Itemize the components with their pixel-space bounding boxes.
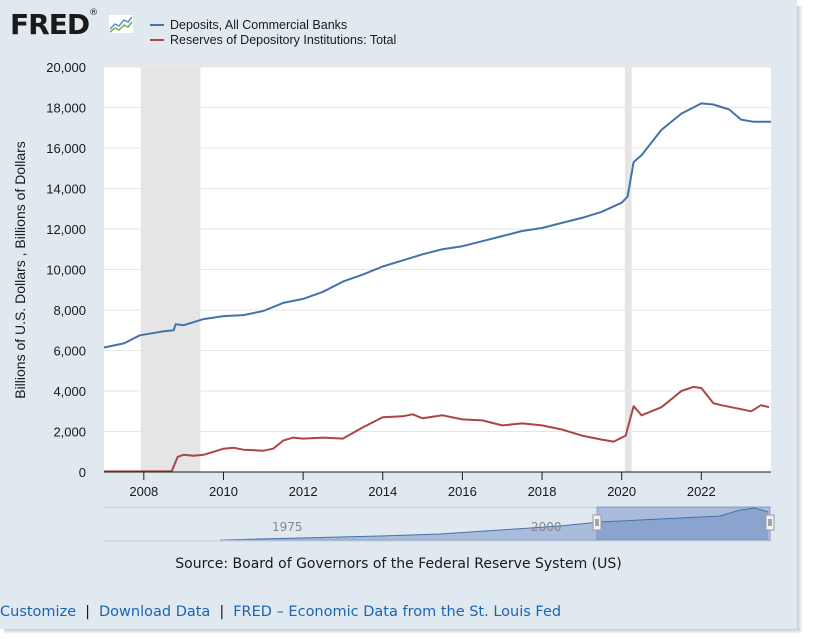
- y-tick-label: 2,000: [53, 425, 86, 440]
- fred-logo-graph-icon: [108, 14, 134, 34]
- legend-swatch-reserves: [150, 39, 164, 41]
- navigator-label-2000: 2000: [531, 520, 562, 534]
- navigator[interactable]: 1975 2000: [104, 506, 775, 542]
- series-line-deposits[interactable]: [103, 102, 771, 349]
- legend-swatch-deposits: [150, 24, 164, 26]
- y-tick-label: 4,000: [53, 384, 86, 399]
- gridlines: [104, 66, 771, 432]
- y-tick-label: 6,000: [53, 344, 86, 359]
- y-tick-label: 12,000: [46, 222, 86, 237]
- y-tick-label: 18,000: [46, 101, 86, 116]
- y-tick-label: 8,000: [53, 303, 86, 318]
- source-note: Source: Board of Governors of the Federa…: [175, 556, 622, 572]
- fred-logo[interactable]: FRED®: [10, 8, 98, 41]
- legend-item-reserves[interactable]: Reserves of Depository Institutions: Tot…: [150, 33, 396, 47]
- navigator-handle-left[interactable]: [592, 514, 602, 531]
- y-tick-label: 20,000: [46, 60, 86, 75]
- frame-shadow-bottom: [4, 629, 800, 634]
- x-tick-label: 2008: [129, 484, 158, 499]
- y-tick-label: 0: [79, 465, 86, 480]
- customize-link[interactable]: Customize: [0, 604, 77, 620]
- navigator-series-area: [220, 508, 768, 540]
- series-lines: [103, 102, 771, 473]
- x-tick-label: 2018: [528, 484, 557, 499]
- footer-separator: |: [219, 604, 225, 620]
- x-tick-label: 2014: [368, 484, 397, 499]
- y-tick-label: 10,000: [46, 263, 86, 278]
- legend-item-deposits[interactable]: Deposits, All Commercial Banks: [150, 18, 347, 32]
- footer-separator: |: [85, 604, 91, 620]
- navigator-handle-right[interactable]: [765, 514, 775, 531]
- x-tick-label: 2010: [209, 484, 238, 499]
- x-tick-label: 2016: [448, 484, 477, 499]
- x-tick-label: 2020: [607, 484, 636, 499]
- fred-home-link[interactable]: FRED – Economic Data from the St. Louis …: [233, 604, 562, 620]
- frame-shadow-right: [797, 6, 803, 632]
- legend-label-deposits: Deposits, All Commercial Banks: [170, 18, 348, 32]
- y-tick-label: 14,000: [46, 182, 86, 197]
- x-tick-label: 2022: [687, 484, 716, 499]
- footer-links: Customize | Download Data | FRED – Economic …: [0, 604, 561, 620]
- navigator-label-1975: 1975: [272, 520, 303, 534]
- registered-mark: ®: [89, 8, 98, 18]
- legend-label-reserves: Reserves of Depository Institutions: Tot…: [170, 33, 397, 47]
- fred-logo-text: FRED: [10, 8, 90, 41]
- series-line-reserves[interactable]: [104, 385, 770, 473]
- line-chart: 0 2,000 4,000 6,000 8,000 10,000 12,000 14,000 1…: [12, 60, 775, 542]
- navigator-selection[interactable]: [596, 506, 771, 541]
- y-tick-labels: 0 2,000 4,000 6,000 8,000 10,000 12,000 14,000 1…: [46, 60, 86, 480]
- download-data-link[interactable]: Download Data: [99, 604, 211, 620]
- x-tick-labels: 2008 2010 2012 2014 2016 2018 2020 2022: [129, 472, 716, 499]
- navigator-scrollbar-track: [104, 540, 771, 542]
- x-tick-label: 2012: [289, 484, 318, 499]
- y-tick-label: 16,000: [46, 141, 86, 156]
- y-axis-title: Billions of U.S. Dollars , Billions of D…: [12, 141, 28, 399]
